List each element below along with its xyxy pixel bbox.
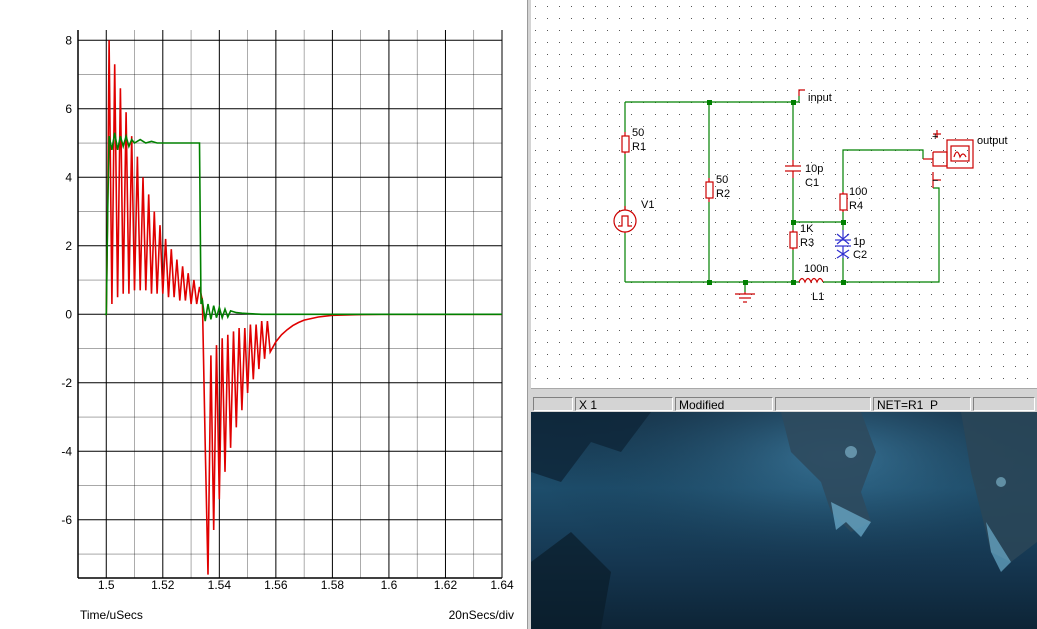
x-tick-label: 1.58	[321, 578, 345, 592]
l1-value: 100n	[804, 263, 828, 275]
voltage-source-v1	[613, 209, 637, 233]
status-modified: Modified	[675, 397, 773, 411]
y-tick-label: 2	[65, 239, 72, 253]
vertical-splitter[interactable]	[527, 0, 531, 629]
x-tick-label: 1.62	[434, 578, 458, 592]
wallpaper-artwork	[531, 412, 1037, 629]
r4-label: R4	[849, 200, 863, 212]
r3-label: R3	[800, 237, 814, 249]
wire	[823, 187, 940, 283]
r1-label: R1	[632, 141, 646, 153]
desktop-wallpaper	[531, 412, 1037, 629]
plot-traces	[104, 40, 502, 575]
probe-minus: −	[932, 175, 938, 187]
schematic-dot-grid	[535, 6, 1028, 379]
x-scale-label: 20nSecs/div	[449, 608, 514, 622]
r1-value: 50	[632, 127, 644, 139]
input-label: input	[808, 92, 832, 104]
y-tick-label: 4	[65, 170, 72, 184]
input-terminal	[798, 89, 805, 96]
waveform-plot-panel[interactable]: 8 6 4 2 0 -2 -4 -6 1.5 1.52 1.54 1.56 1.58 1.6 1.62 1.6…	[0, 0, 527, 629]
inductor-l1	[798, 277, 824, 284]
y-tick-label: 8	[65, 33, 72, 47]
status-field-blank-2	[775, 397, 871, 411]
y-tick-label: 6	[65, 102, 72, 116]
resistor-r2	[705, 181, 714, 199]
x-axis-label: Time/uSecs	[80, 608, 143, 622]
status-bar: X 1 Modified NET=R1_P	[531, 396, 1037, 412]
waveform-chart[interactable]: 8 6 4 2 0 -2 -4 -6 1.5 1.52 1.54 1.56 1.58 1.6 1.62 1.6…	[0, 0, 527, 629]
y-tick-label: 0	[65, 307, 72, 321]
c1-label: C1	[805, 177, 819, 189]
schematic-canvas[interactable]: input output 50 R1 50 R2 V1 10p C1 1K R3…	[531, 0, 1037, 388]
r3-value: 1K	[800, 223, 814, 235]
status-cursor-x: X 1	[575, 397, 673, 411]
schematic-wires	[624, 96, 940, 292]
wire	[842, 149, 924, 192]
plot-tick-labels: 8 6 4 2 0 -2 -4 -6 1.5 1.52 1.54 1.56 1.58 1.6 1.62 1.6…	[61, 33, 514, 592]
l1-label: L1	[812, 291, 824, 303]
status-field-blank-1	[533, 397, 573, 411]
x-tick-label: 1.6	[381, 578, 398, 592]
y-tick-label: -2	[61, 376, 72, 390]
status-field-blank-3	[973, 397, 1035, 411]
c2-value: 1p	[853, 236, 865, 248]
x-tick-label: 1.54	[208, 578, 232, 592]
x-tick-label: 1.5	[98, 578, 115, 592]
v1-label: V1	[641, 199, 654, 211]
y-tick-label: -6	[61, 513, 72, 527]
y-tick-label: -4	[61, 444, 72, 458]
x-tick-label: 1.56	[264, 578, 288, 592]
output-label: output	[977, 135, 1008, 147]
schematic-editor[interactable]: input output 50 R1 50 R2 V1 10p C1 1K R3…	[531, 0, 1037, 388]
red-trace-series	[104, 40, 502, 575]
c2-label: C2	[853, 249, 867, 261]
capacitor-c2	[835, 230, 851, 259]
resistor-r3	[789, 231, 798, 249]
green-trace-series	[104, 132, 502, 322]
x-tick-label: 1.64	[490, 578, 514, 592]
plot-grid	[77, 30, 503, 579]
junction-dots	[707, 100, 846, 285]
resistor-r1	[621, 135, 630, 153]
schematic-labels: input output 50 R1 50 R2 V1 10p C1 1K R3…	[632, 92, 1008, 303]
r2-value: 50	[716, 174, 728, 186]
r4-value: 100	[849, 186, 867, 198]
horizontal-splitter[interactable]	[531, 388, 1037, 396]
status-net: NET=R1_P	[873, 397, 971, 411]
schematic-components	[613, 89, 974, 303]
c1-value: 10p	[805, 163, 823, 175]
probe-plus: +	[932, 131, 938, 143]
r2-label: R2	[716, 188, 730, 200]
x-tick-label: 1.52	[151, 578, 175, 592]
resistor-r4	[839, 193, 848, 211]
